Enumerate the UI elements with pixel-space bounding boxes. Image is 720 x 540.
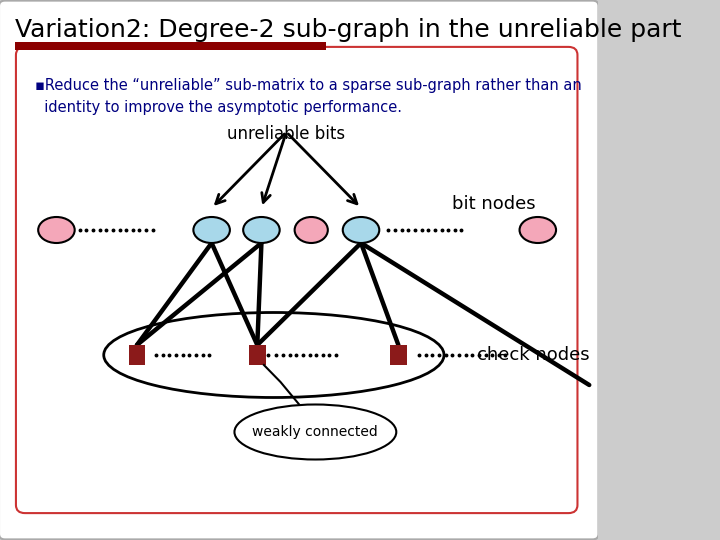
FancyBboxPatch shape bbox=[16, 47, 577, 513]
Ellipse shape bbox=[343, 217, 379, 243]
Text: ▪Reduce the “unreliable” sub-matrix to a sparse sub-graph rather than an: ▪Reduce the “unreliable” sub-matrix to a… bbox=[35, 78, 582, 93]
Ellipse shape bbox=[194, 217, 230, 243]
Ellipse shape bbox=[520, 217, 556, 243]
Text: check nodes: check nodes bbox=[477, 346, 590, 364]
Bar bbox=[249, 345, 266, 365]
Bar bbox=[15, 42, 325, 50]
Ellipse shape bbox=[243, 217, 279, 243]
Ellipse shape bbox=[235, 404, 396, 460]
Bar bbox=[129, 345, 145, 365]
Ellipse shape bbox=[38, 217, 75, 243]
Bar bbox=[390, 345, 407, 365]
Text: Variation2: Degree-2 sub-graph in the unreliable part: Variation2: Degree-2 sub-graph in the un… bbox=[15, 18, 681, 42]
Text: identity to improve the asymptotic performance.: identity to improve the asymptotic perfo… bbox=[35, 100, 402, 115]
Ellipse shape bbox=[294, 217, 328, 243]
Text: bit nodes: bit nodes bbox=[452, 195, 536, 213]
Text: unreliable bits: unreliable bits bbox=[228, 125, 346, 143]
FancyBboxPatch shape bbox=[0, 1, 598, 539]
Text: weakly connected: weakly connected bbox=[253, 425, 378, 439]
